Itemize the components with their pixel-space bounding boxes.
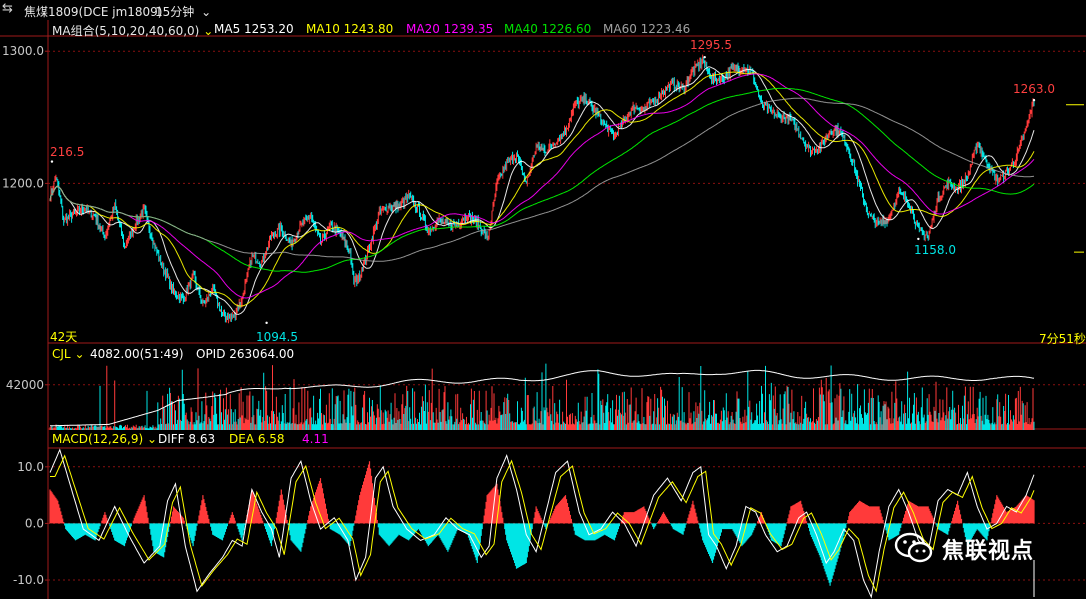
ma10-value: MA10 1243.80 [306,22,394,36]
ma-group-label[interactable]: MA组合(5,10,20,40,60,0) [52,24,200,38]
axis-tick-labels: 1200.0 1300.0 42000 10.0 0.0 -10.0 [2,44,48,587]
last-annotation: 1263.0 [1013,82,1055,96]
period-label: 15分钟 [155,5,195,19]
down-candles [51,56,1035,323]
annotation-point [917,237,920,241]
opid-line [50,369,1035,427]
up-candles [49,54,1034,324]
chevron-down-icon: ⌄ [74,347,85,361]
vol-legend[interactable]: CJL ⌄ [52,347,85,361]
macd-legend[interactable]: MACD(12,26,9) ⌄ [52,432,157,446]
opid-value: OPID 263064.00 [196,347,295,361]
ma5-value: MA5 1253.20 [214,22,294,36]
ma20-value: MA20 1239.35 [406,22,494,36]
countdown-label: 7分51秒 [1039,332,1086,346]
dea-value: DEA 6.58 [229,432,285,446]
chevron-down-icon: ⌄ [146,432,158,446]
ma40-line [49,87,1035,273]
left-high-annotation: 216.5 [50,145,85,159]
right-low-annotation: 1158.0 [914,243,956,257]
day-count-label: 42天 [50,330,78,344]
chevron-down-icon: ⌄ [203,24,214,38]
high-annotation: 1295.5 [690,38,732,52]
volume-up-bars [49,365,1034,430]
ma40-value: MA40 1226.60 [504,22,592,36]
macd-value: 4.11 [302,432,329,446]
ma20-line [49,73,1035,299]
axis-tick-label: 1300.0 [2,44,44,58]
macd-negative-bars [64,523,991,586]
wechat-icon [894,532,933,563]
axis-tick-label: 10.0 [17,460,44,474]
candlestick-series [49,54,1035,324]
low-annotation: 1094.5 [256,330,298,344]
axis-tick-label: 42000 [6,378,44,392]
diff-value: DIFF 8.63 [158,432,216,446]
annotation-point [265,321,268,325]
annotation-point [703,55,706,59]
volume-down-bars [51,363,1035,430]
watermark-text: 焦联视点 [942,539,1035,564]
period-selector[interactable]: 15分钟 ⌄ [155,3,211,20]
axis-tick-label: 1200.0 [2,176,44,190]
volume-series [49,363,1035,430]
macd-name[interactable]: MACD(12,26,9) [52,432,144,446]
ma60-value: MA60 1223.46 [603,22,691,36]
ma60-line [49,97,1035,262]
symbol-title[interactable]: 焦煤1809(DCE jm1809) [24,5,163,19]
vol-value: 4082.00(51:49) [90,347,184,361]
ma-legend[interactable]: MA组合(5,10,20,40,60,0) ⌄ [52,22,213,39]
vol-name[interactable]: CJL [52,347,71,361]
chevron-down-icon: ⌄ [201,5,212,19]
axis-tick-label: 0.0 [25,516,44,530]
moving-average-lines [49,66,1035,316]
annotation-point [1032,98,1036,102]
collapse-icon[interactable]: ⇆ [2,1,13,16]
ma5-line [49,66,1035,316]
axis-tick-label: -10.0 [13,573,44,587]
macd-lines [49,448,1035,599]
price-annotations [50,55,1036,325]
ma10-line [49,71,1035,307]
annotation-point [50,160,54,163]
dea-line [50,454,1035,593]
macd-positive-bars [49,461,1035,524]
top-bar: ⇆ 焦煤1809(DCE jm1809) 15分钟 ⌄ [0,0,1086,20]
macd-histogram [49,461,1035,586]
opid-line [50,369,1035,427]
diff-line [49,448,1035,599]
